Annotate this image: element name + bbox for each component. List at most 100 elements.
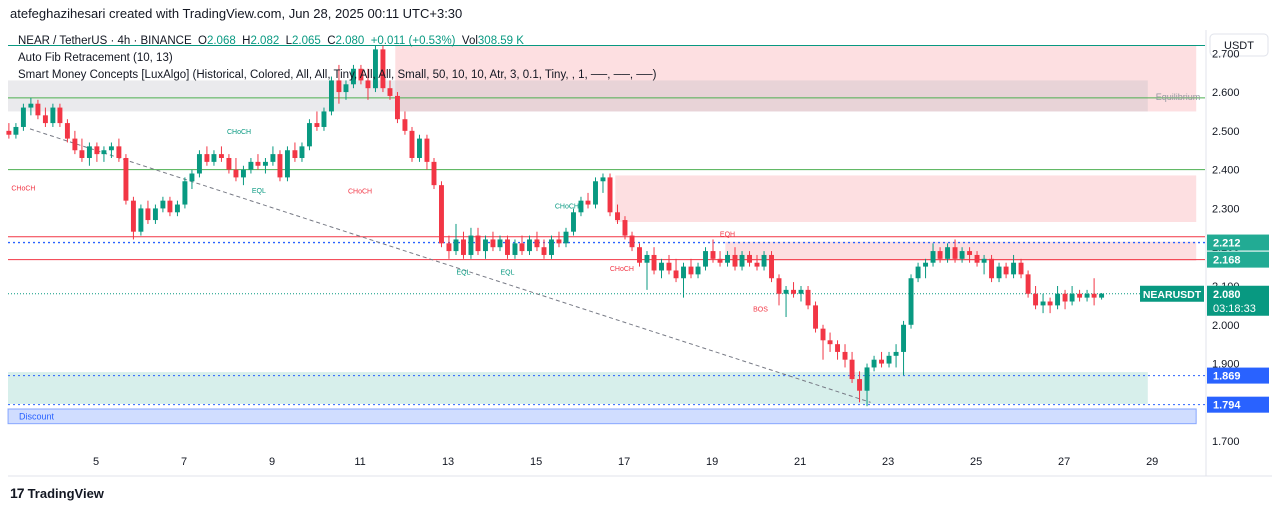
candle-body[interactable] [57, 107, 63, 124]
candle-body[interactable] [321, 111, 327, 127]
candle-body[interactable] [857, 379, 863, 391]
candle-body[interactable] [578, 200, 584, 213]
candle-body[interactable] [637, 247, 642, 263]
tradingview-brand[interactable]: 17 TradingView [10, 485, 104, 501]
candle-body[interactable] [431, 161, 437, 186]
candle-body[interactable] [585, 200, 591, 205]
candle-body[interactable] [761, 254, 767, 267]
candle-body[interactable] [424, 138, 430, 162]
candle-body[interactable] [160, 200, 166, 209]
candle-body[interactable] [1062, 293, 1068, 302]
candle-body[interactable] [571, 212, 576, 232]
candle-body[interactable] [50, 107, 56, 124]
candle-body[interactable] [703, 251, 708, 267]
candle-body[interactable] [116, 146, 122, 158]
candle-body[interactable] [409, 130, 415, 158]
candle-body[interactable] [791, 289, 796, 294]
candle-body[interactable] [644, 254, 650, 263]
candle-body[interactable] [871, 359, 877, 368]
currency-button[interactable] [1209, 33, 1269, 57]
candle-body[interactable] [915, 266, 921, 279]
candle-body[interactable] [996, 266, 1002, 279]
candle-body[interactable] [725, 254, 730, 263]
candle-body[interactable] [754, 262, 760, 267]
candle-body[interactable] [439, 185, 444, 244]
candle-body[interactable] [138, 208, 144, 232]
candle-body[interactable] [835, 344, 841, 352]
candle-body[interactable] [842, 351, 848, 360]
candle-body[interactable] [615, 212, 620, 221]
candle-body[interactable] [930, 251, 936, 263]
candle-body[interactable] [1099, 293, 1105, 298]
candle-body[interactable] [849, 359, 855, 380]
candle-body[interactable] [563, 231, 569, 244]
candle-body[interactable] [490, 239, 496, 248]
candle-body[interactable] [710, 251, 716, 259]
candle-body[interactable] [527, 239, 532, 252]
candle-body[interactable] [64, 123, 70, 139]
legend-symbol[interactable]: NEAR / TetherUS · 4h · BINANCE [18, 35, 192, 47]
candle-body[interactable] [189, 173, 195, 182]
candle-body[interactable] [145, 208, 151, 221]
candle-body[interactable] [343, 84, 349, 93]
candle-body[interactable] [314, 123, 320, 127]
candle-body[interactable] [174, 204, 180, 213]
candle-body[interactable] [769, 254, 774, 279]
candle-body[interactable] [923, 262, 929, 267]
candle-body[interactable] [981, 258, 987, 263]
candle-body[interactable] [358, 68, 364, 81]
legend-indicator-fib[interactable]: Auto Fib Retracement (10, 13) [18, 52, 173, 64]
candle-body[interactable] [959, 251, 965, 259]
candle-body[interactable] [86, 146, 92, 158]
candle-body[interactable] [350, 68, 356, 85]
candle-body[interactable] [255, 161, 261, 166]
candle-body[interactable] [952, 247, 958, 259]
candle-body[interactable] [402, 119, 408, 131]
candle-body[interactable] [1047, 301, 1053, 306]
candle-body[interactable] [622, 220, 628, 236]
candle-body[interactable] [593, 181, 598, 205]
candle-body[interactable] [827, 340, 833, 345]
candle-body[interactable] [974, 254, 980, 263]
candle-body[interactable] [182, 181, 188, 205]
candle-body[interactable] [673, 270, 679, 279]
candle-body[interactable] [365, 80, 371, 89]
candle-body[interactable] [651, 254, 657, 271]
candle-body[interactable] [277, 154, 283, 178]
candle-body[interactable] [387, 88, 393, 96]
candle-body[interactable] [688, 266, 694, 275]
candle-body[interactable] [512, 243, 518, 255]
candle-body[interactable] [600, 177, 606, 182]
candle-body[interactable] [864, 367, 870, 391]
candle-body[interactable] [248, 161, 254, 170]
candle-body[interactable] [549, 239, 554, 255]
candle-body[interactable] [805, 289, 811, 306]
candle-body[interactable] [42, 115, 48, 124]
candle-body[interactable] [35, 103, 41, 116]
candle-body[interactable] [475, 235, 481, 252]
candle-body[interactable] [659, 262, 664, 271]
candle-body[interactable] [6, 130, 12, 135]
candle-body[interactable] [967, 251, 973, 255]
candle-body[interactable] [893, 351, 899, 356]
candle-body[interactable] [937, 251, 943, 259]
candle-body[interactable] [167, 200, 173, 213]
candle-body[interactable] [306, 123, 312, 147]
candle-body[interactable] [13, 126, 19, 135]
candle-body[interactable] [534, 239, 540, 248]
candle-body[interactable] [468, 235, 474, 255]
candle-body[interactable] [211, 154, 217, 162]
candle-body[interactable] [336, 80, 342, 93]
candle-body[interactable] [607, 177, 613, 213]
candle-body[interactable] [28, 103, 34, 108]
candle-body[interactable] [233, 169, 239, 178]
candle-body[interactable] [226, 157, 232, 170]
candle-body[interactable] [240, 169, 246, 178]
candle-body[interactable] [505, 239, 510, 255]
candle-body[interactable] [218, 154, 224, 158]
candle-body[interactable] [1077, 293, 1083, 298]
candle-body[interactable] [798, 289, 804, 294]
candle-body[interactable] [1011, 262, 1017, 275]
candle-body[interactable] [695, 266, 701, 275]
candle-body[interactable] [717, 258, 723, 263]
